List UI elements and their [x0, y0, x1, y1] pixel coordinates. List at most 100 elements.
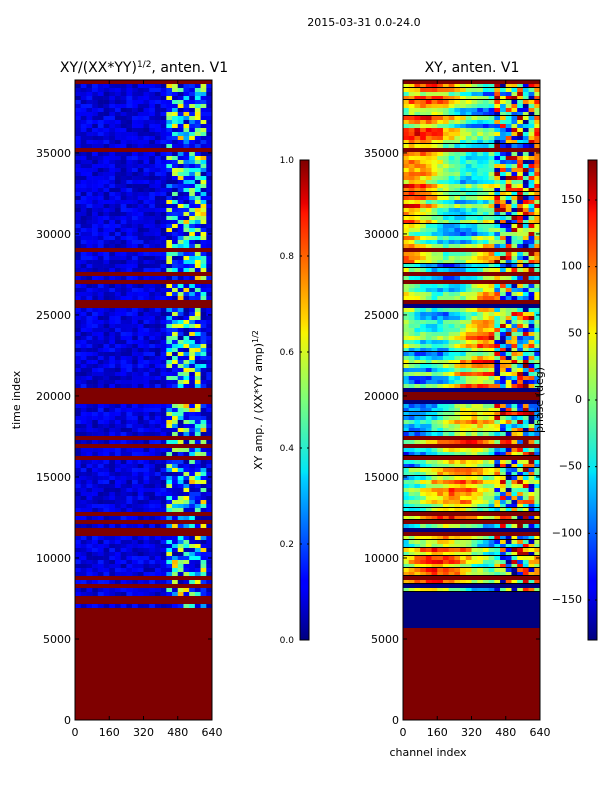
right-heatmap-cell [477, 316, 484, 320]
right-heatmap-cell [522, 472, 529, 476]
left-heatmap-cell [200, 172, 207, 176]
right-heatmap-cell [460, 340, 467, 344]
right-heatmap-cell [477, 416, 484, 420]
right-heatmap-cell [477, 188, 484, 192]
right-heatmap-cell [522, 360, 529, 364]
left-heatmap-cell [103, 428, 110, 432]
left-heatmap-cell [189, 232, 196, 236]
left-heatmap-cell [189, 604, 196, 608]
right-heatmap-cell [408, 360, 415, 364]
left-heatmap-cell [86, 256, 93, 260]
right-heatmap-cell [505, 140, 512, 144]
right-heatmap-cell [442, 212, 449, 216]
left-heatmap-cell [143, 268, 150, 272]
right-heatmap-cell [454, 172, 461, 176]
left-heatmap-cell [120, 224, 127, 228]
left-heatmap-cell [143, 360, 150, 364]
right-heatmap-cell [482, 196, 489, 200]
left-heatmap-cell [126, 560, 133, 564]
left-heatmap-cell [154, 124, 161, 128]
left-heatmap-cell [189, 116, 196, 120]
left-heatmap-cell [97, 108, 104, 112]
right-heatmap-cell [477, 372, 484, 376]
left-heatmap-cell [183, 460, 190, 464]
right-heatmap-cell [511, 112, 518, 116]
left-heatmap-cell [103, 372, 110, 376]
left-heatmap-cell [172, 420, 179, 424]
left-heatmap-cell [200, 136, 207, 140]
left-heatmap-cell [109, 196, 116, 200]
right-heatmap-cell [414, 120, 421, 124]
left-heatmap-cell [75, 640, 212, 644]
right-heatmap-cell [465, 372, 472, 376]
left-heatmap-cell [75, 92, 82, 96]
left-heatmap-cell [194, 568, 201, 572]
left-heatmap-cell [177, 432, 184, 436]
right-heatmap-cell [528, 376, 535, 380]
right-heatmap-cell [500, 472, 507, 476]
right-heatmap-cell [522, 496, 529, 500]
left-heatmap-cell [97, 224, 104, 228]
right-heatmap-cell [437, 220, 444, 224]
left-heatmap-cell [177, 184, 184, 188]
left-heatmap-cell [154, 204, 161, 208]
left-heatmap-cell [206, 560, 212, 564]
right-heatmap-cell [488, 176, 495, 180]
left-heatmap-cell [194, 500, 201, 504]
right-heatmap-cell [460, 200, 467, 204]
right-heatmap-cell [488, 460, 495, 464]
left-heatmap-cell [80, 568, 87, 572]
right-heatmap-cell [522, 244, 529, 248]
left-heatmap-cell [137, 484, 144, 488]
right-heatmap-cell [442, 452, 449, 456]
left-heatmap-cell [206, 196, 212, 200]
right-heatmap-cell [534, 168, 540, 172]
left-heatmap-cell [97, 316, 104, 320]
right-heatmap-cell [460, 288, 467, 292]
left-heatmap-cell [172, 172, 179, 176]
left-heatmap-cell [149, 552, 156, 556]
right-heatmap-cell [425, 448, 432, 452]
left-heatmap-cell [143, 168, 150, 172]
right-heatmap-cell [448, 208, 455, 212]
left-heatmap-cell [194, 252, 201, 256]
right-heatmap-cell [408, 412, 415, 416]
right-heatmap-cell [511, 428, 518, 432]
right-heatmap-cell [488, 156, 495, 160]
left-heatmap-cell [92, 448, 99, 452]
left-heatmap-cell [149, 380, 156, 384]
right-heatmap-cell [477, 468, 484, 472]
right-heatmap-cell [494, 252, 501, 256]
left-heatmap-cell [120, 364, 127, 368]
right-heatmap-cell [425, 164, 432, 168]
left-heatmap-cell [86, 180, 93, 184]
right-heatmap-cell [471, 224, 478, 228]
right-heatmap-cell [403, 492, 410, 496]
left-heatmap-cell [132, 552, 139, 556]
right-heatmap-cell [517, 164, 524, 168]
right-heatmap-cell [517, 288, 524, 292]
right-heatmap-cell [482, 344, 489, 348]
left-heatmap-cell [206, 332, 212, 336]
right-heatmap-cell [414, 100, 421, 104]
right-heatmap-cell [522, 96, 529, 100]
right-heatmap-cell [505, 256, 512, 260]
left-heatmap-cell [103, 224, 110, 228]
left-heatmap-cell [183, 264, 190, 268]
left-heatmap-cell [183, 156, 190, 160]
right-heatmap-cell [465, 500, 472, 504]
left-heatmap-cell [206, 540, 212, 544]
left-heatmap-cell [132, 136, 139, 140]
left-heatmap-cell [143, 236, 150, 240]
left-heatmap-cell [172, 588, 179, 592]
left-heatmap-cell [172, 208, 179, 212]
right-heatmap-cell [534, 164, 540, 168]
right-heatmap-cell [505, 204, 512, 208]
left-heatmap-cell [154, 96, 161, 100]
left-heatmap-cell [160, 544, 167, 548]
right-heatmap-cell [505, 448, 512, 452]
left-heatmap-cell [160, 312, 167, 316]
right-heatmap-cell [425, 240, 432, 244]
left-heatmap-cell [120, 384, 127, 388]
left-heatmap-cell [166, 460, 173, 464]
